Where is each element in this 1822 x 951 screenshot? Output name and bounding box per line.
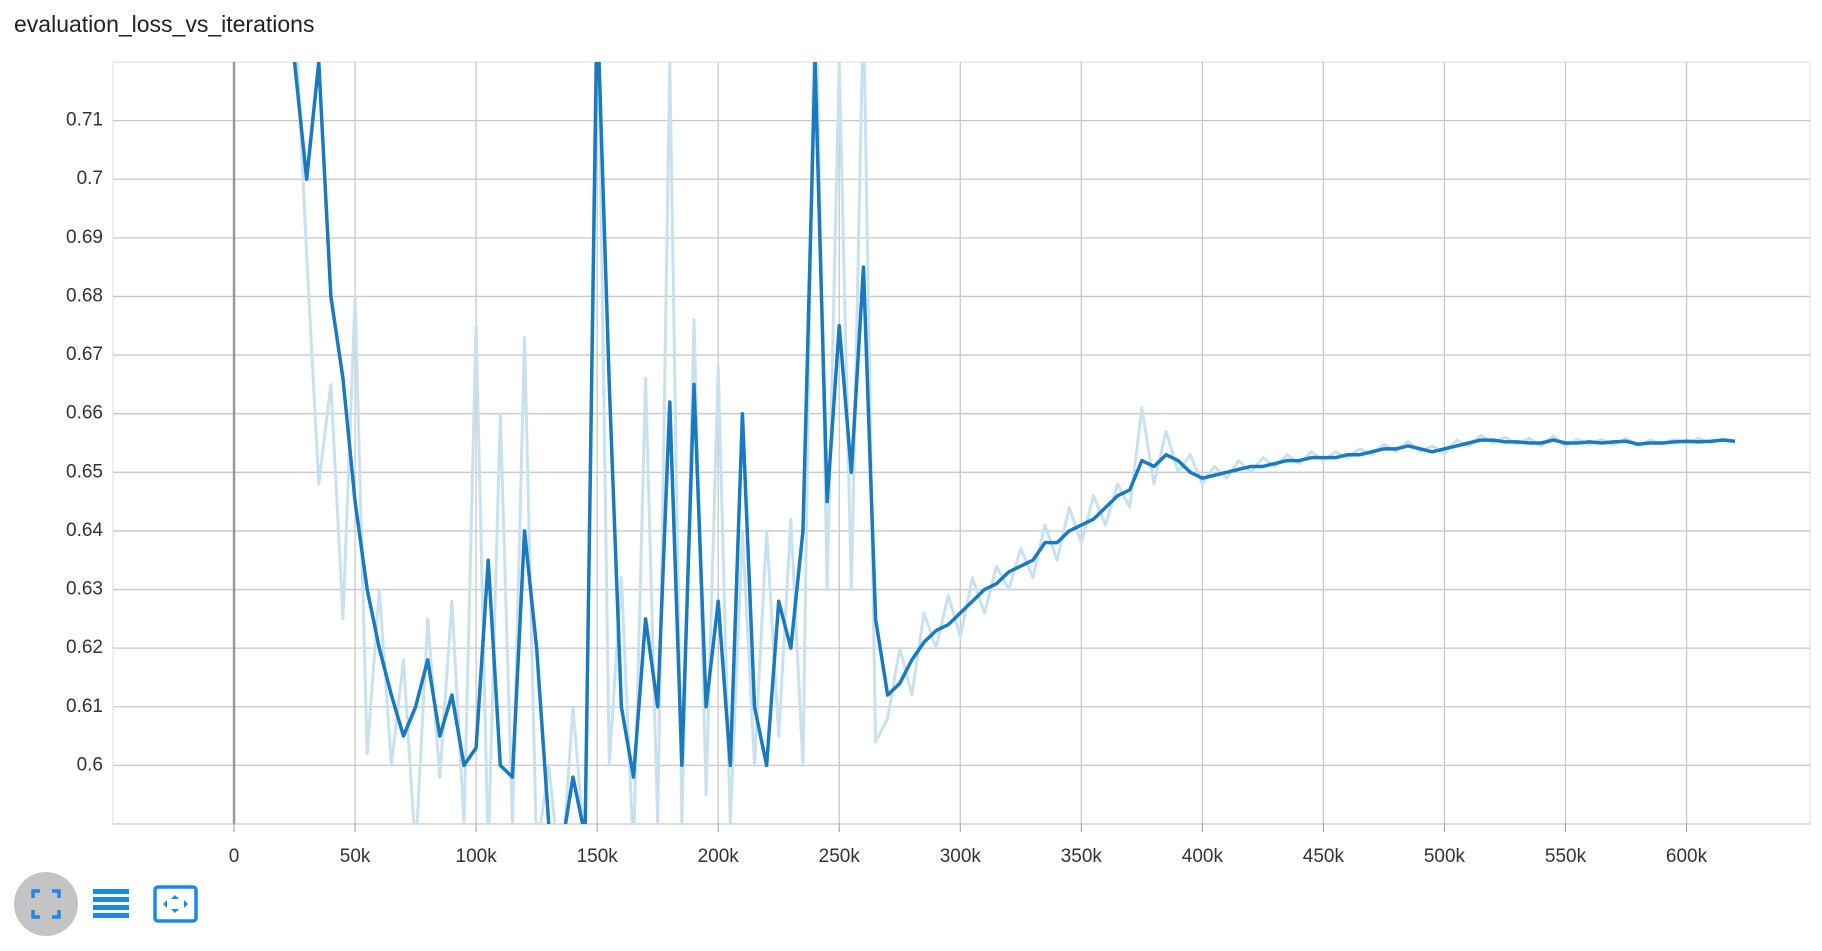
axis-labels: 0.6 0.61 0.62 0.63 0.64 0.65 0.66 0.67 0.68 0.69 0… <box>66 110 1708 867</box>
y-tick-label: 0.63 <box>66 579 103 600</box>
y-tick-label: 0.64 <box>66 520 103 541</box>
x-tick-label: 200k <box>698 846 740 867</box>
y-tick-label: 0.62 <box>66 637 103 658</box>
plot-area <box>292 62 1736 824</box>
x-tick-label: 150k <box>577 846 619 867</box>
y-tick-label: 0.68 <box>66 285 103 306</box>
y-tick-label: 0.71 <box>66 110 103 131</box>
fit-button[interactable] <box>14 872 78 936</box>
y-tick-label: 0.65 <box>66 461 103 482</box>
y-tick-label: 0.66 <box>66 403 103 424</box>
toggle-log-button[interactable] <box>93 889 129 918</box>
plot-frame <box>112 61 1811 825</box>
x-tick-label: 250k <box>819 846 861 867</box>
expand-button[interactable] <box>153 885 198 923</box>
x-tick-label: 350k <box>1061 846 1103 867</box>
y-tick-label: 0.61 <box>66 696 103 717</box>
x-tick-label: 50k <box>340 846 371 867</box>
toolbar <box>14 872 198 936</box>
x-tick-label: 550k <box>1545 846 1587 867</box>
x-tick-label: 450k <box>1303 846 1345 867</box>
y-tick-label: 0.6 <box>77 754 103 775</box>
x-tick-label: 100k <box>456 846 498 867</box>
y-tick-label: 0.7 <box>77 168 103 189</box>
y-tick-label: 0.69 <box>66 227 103 248</box>
x-tick-label: 0 <box>229 846 240 867</box>
fit-icon <box>31 889 61 919</box>
x-tick-label: 500k <box>1424 846 1466 867</box>
y-tick-label: 0.67 <box>66 344 103 365</box>
x-tick-label: 400k <box>1182 846 1224 867</box>
chart-title: evaluation_loss_vs_iterations <box>14 11 314 37</box>
x-tick-label: 300k <box>940 846 982 867</box>
x-tick-label: 600k <box>1666 846 1708 867</box>
series-line <box>292 62 1736 824</box>
